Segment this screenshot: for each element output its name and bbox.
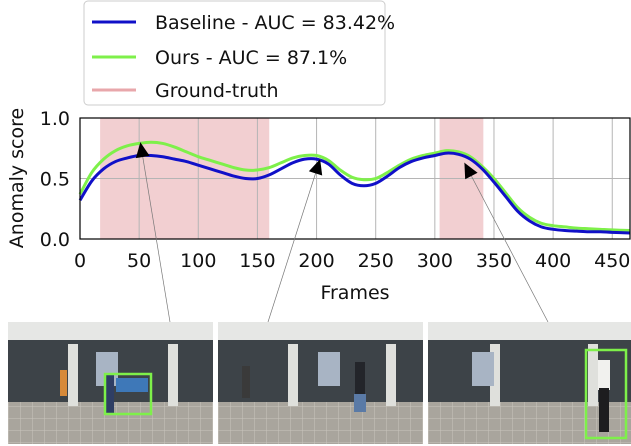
y-tick-label: 0.5 xyxy=(40,169,70,191)
pointer-line-3 xyxy=(464,162,549,323)
pointer-arrowhead-2 xyxy=(308,159,323,176)
video-frame-1 xyxy=(8,322,213,444)
series-line-baseline xyxy=(78,151,631,235)
x-axis-label: Frames xyxy=(320,282,389,304)
detection-box xyxy=(584,348,628,440)
x-tick-label: 250 xyxy=(358,250,394,272)
series-line-ours xyxy=(78,140,631,233)
legend-label-ours: Ours - AUC = 87.1% xyxy=(155,47,347,69)
x-tick-label: 450 xyxy=(594,250,630,272)
legend: Baseline - AUC = 83.42% Ours - AUC = 87.… xyxy=(83,0,395,106)
x-tick-label: 200 xyxy=(298,250,334,272)
x-tick-label: 150 xyxy=(239,250,275,272)
pointer-arrowhead-1 xyxy=(135,142,150,159)
detection-box xyxy=(103,372,153,416)
video-frame-2 xyxy=(218,322,423,444)
x-tick-label: 300 xyxy=(417,250,453,272)
y-tick-label: 0.0 xyxy=(40,229,70,251)
legend-label-baseline: Baseline - AUC = 83.42% xyxy=(155,12,395,34)
video-frame-3 xyxy=(428,322,631,444)
x-tick-label: 100 xyxy=(180,250,216,272)
x-tick-label: 50 xyxy=(127,250,151,272)
legend-label-ground-truth: Ground-truth xyxy=(155,80,279,102)
pointer-arrowhead-3 xyxy=(464,162,478,180)
pointer-line-1 xyxy=(139,142,171,323)
x-tick-label: 400 xyxy=(535,250,571,272)
plot-frame xyxy=(79,117,631,240)
y-tick-label: 1.0 xyxy=(40,108,70,130)
y-axis-label: Anomaly score xyxy=(6,108,28,248)
x-tick-label: 0 xyxy=(74,250,86,272)
x-tick-label: 350 xyxy=(476,250,512,272)
pointer-line-2 xyxy=(267,159,321,323)
